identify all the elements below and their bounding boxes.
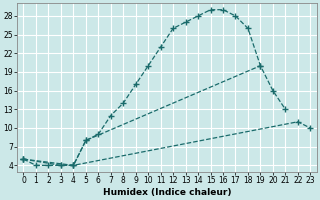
X-axis label: Humidex (Indice chaleur): Humidex (Indice chaleur) — [103, 188, 231, 197]
